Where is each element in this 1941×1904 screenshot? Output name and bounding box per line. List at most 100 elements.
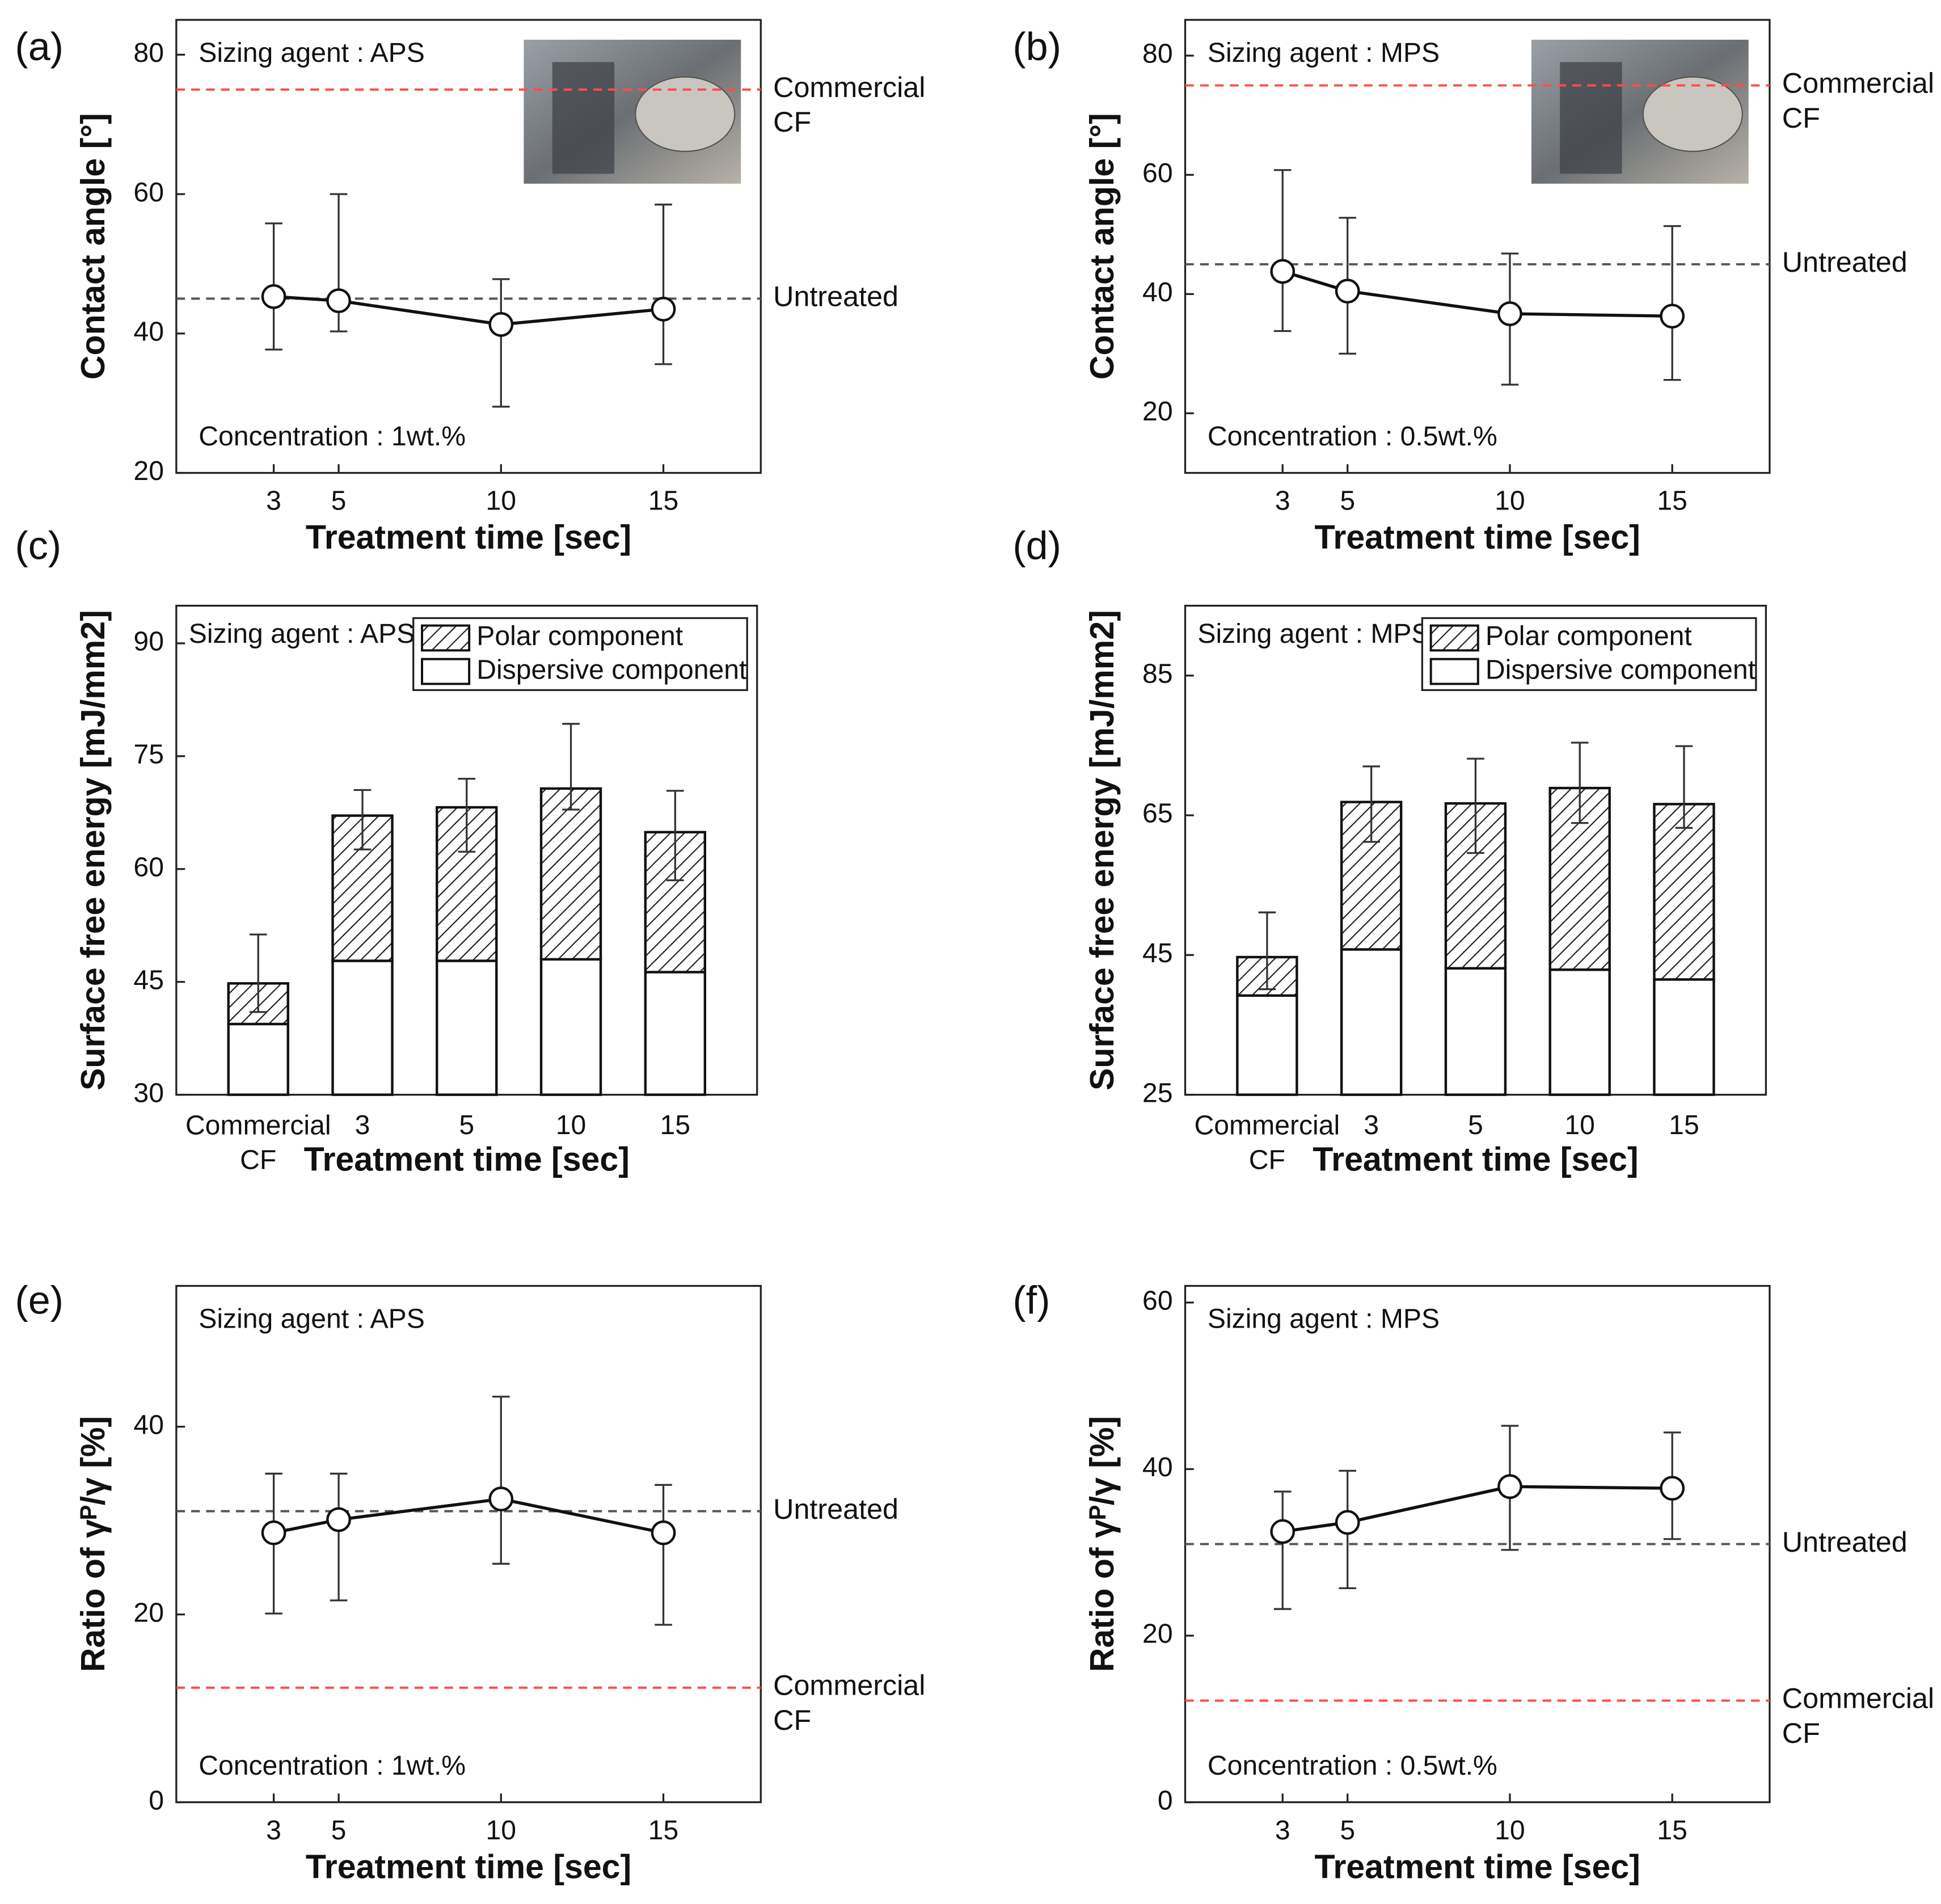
annotation: Concentration : 1wt.% [199,1750,466,1781]
annotation: Sizing agent : MPS [1208,37,1440,68]
y-axis-label: Surface free energy [mJ/mm2] [74,610,112,1090]
bar-segment [539,958,602,1096]
y-tick-label: 60 [1142,1286,1173,1316]
error-bar [655,203,672,365]
error-bar [655,1484,672,1626]
y-tick-label: 90 [133,626,164,657]
marker [1335,1510,1360,1535]
reference-label: Untreated [1782,1526,1908,1558]
y-axis-label: Contact angle [°] [74,113,112,380]
y-axis-label: Ratio of γᴾ/γ [%] [1083,1416,1121,1672]
x-axis-label: Treatment time [sec] [1315,1848,1640,1885]
plot-frame [1184,19,1771,474]
marker [1660,304,1685,329]
bar-segment [1653,803,1715,981]
x-tick-label: 15 [1657,1815,1687,1846]
x-tick-label: 10 [1495,1815,1525,1846]
marker [326,1507,351,1532]
marker [1497,301,1522,326]
error-bar [1273,169,1292,332]
panel-label: (d) [1012,523,1061,567]
legend-swatch [1429,658,1479,685]
marker [1270,259,1296,284]
panel: (f) 0 20 40 60 Ratio of γᴾ/γ [%] Treatment tim… [1012,1278,1934,1886]
error-bar [1663,225,1681,381]
bar-segment [1444,967,1507,1096]
reference-label: Commercial CF [1782,1682,1934,1749]
plot-frame [175,1284,762,1804]
y-tick-label: 20 [1142,1619,1173,1649]
panel: (d) 25 45 65 85 Surface free energy [mJ/mm2] T… [1012,523,1767,1178]
panel: (b) 20 40 60 80 Contact angle [°] Treatment ti… [1012,19,1934,556]
line [273,1497,664,1535]
x-tick-label: 5 [331,486,347,516]
x-tick-label: 5 [331,1815,347,1846]
x-tick-label: 10 [1495,486,1525,516]
x-tick-label: 3 [1275,1815,1290,1846]
error-bar [1675,745,1693,829]
x-tick-label: 5 [1468,1110,1483,1140]
marker [1497,1474,1522,1499]
error-bar [492,278,510,408]
x-tick-label: 3 [355,1110,370,1140]
marker [1270,1519,1296,1544]
annotation: Concentration : 1wt.% [199,421,466,452]
annotation: Concentration : 0.5wt.% [1208,1750,1497,1781]
error-bar [562,723,580,811]
annotation: Sizing agent : APS [199,37,425,68]
reference-label: Commercial CF [773,71,925,138]
x-tick-label: 3 [1364,1110,1379,1140]
reference-label: Commercial CF [1782,67,1934,134]
bar-segment [227,1022,289,1096]
y-tick-label: 40 [1142,1452,1173,1482]
x-tick-label: 3 [266,486,281,516]
bar-segment [1653,978,1715,1096]
y-tick-label: 45 [133,964,164,995]
x-axis-label: Treatment time [sec] [306,1848,631,1885]
y-tick-label: 20 [133,456,164,486]
marker [261,284,286,309]
legend-swatch [1429,624,1479,652]
error-bar [1258,911,1276,991]
annotation: Concentration : 0.5wt.% [1208,421,1497,452]
x-tick-label: Commercial CF [1195,1110,1340,1175]
error-bar [249,933,267,1013]
bar-segment [1236,994,1298,1096]
legend-label: Polar component [1486,621,1692,651]
annotation: Sizing agent : APS [199,1303,425,1334]
x-tick-label: 15 [660,1110,691,1140]
legend-swatch [421,658,471,685]
y-tick-label: 65 [1142,798,1173,829]
error-bar [1362,765,1380,843]
annotation: Sizing agent : MPS [1197,618,1429,649]
reference-label: Untreated [1782,246,1908,278]
legend-label: Dispersive component [1486,654,1756,685]
panel-label: (a) [15,24,64,69]
marker [1335,279,1360,304]
marker [261,1520,286,1545]
y-tick-label: 0 [1158,1785,1173,1815]
x-tick-label: 10 [486,1815,517,1846]
panel: (e) 0 20 40 Ratio of γᴾ/γ [%] Treatment time … [15,1278,925,1886]
panel: (a) 20 40 60 80 Contact angle [°] Treatment ti… [15,19,925,556]
photo-inset [524,40,741,184]
y-tick-label: 20 [133,1597,164,1628]
y-tick-label: 85 [1142,658,1173,689]
x-tick-label: 3 [266,1815,281,1846]
line [273,294,664,326]
plot-frame [175,19,762,474]
bar-segment [436,959,498,1096]
bar-segment [539,787,602,961]
legend-label: Polar component [476,621,683,651]
line [1282,269,1673,318]
y-axis-label: Ratio of γᴾ/γ [%] [74,1416,112,1672]
y-tick-label: 60 [133,177,164,208]
error-bar [666,790,684,882]
marker [488,1486,514,1512]
x-tick-label: Commercial CF [185,1110,331,1175]
y-tick-label: 0 [149,1785,164,1815]
error-bar [458,777,476,853]
y-tick-label: 60 [133,852,164,882]
y-tick-label: 60 [1142,158,1173,188]
